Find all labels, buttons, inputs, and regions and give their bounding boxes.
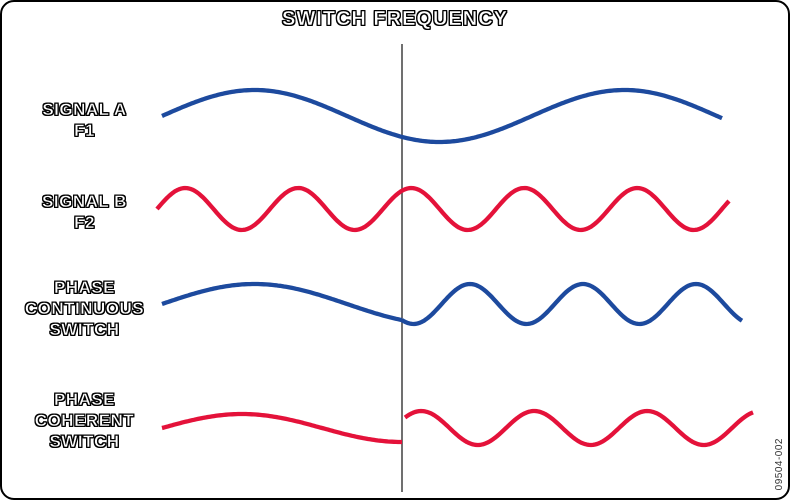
- phase-continuous-switch-curve: [161, 281, 403, 323]
- label-phase-coherent-l3: SWITCH: [49, 432, 120, 452]
- label-phase-coherent-l2: COHERENT: [34, 411, 135, 431]
- label-signal-b: SIGNAL B F2: [2, 191, 167, 233]
- label-phase-coherent-l1: PHASE: [53, 390, 116, 410]
- phase-continuous-switch-curve: [400, 281, 744, 327]
- signal-b-curve: [155, 185, 731, 233]
- label-signal-a-freq: F1: [74, 121, 95, 141]
- signal-a-curve: [161, 87, 723, 145]
- phase-coherent-switch-curve: [403, 408, 754, 448]
- label-phase-continuous: PHASE CONTINUOUS SWITCH: [2, 277, 167, 340]
- label-signal-b-freq: F2: [74, 213, 95, 233]
- label-phase-continuous-l3: SWITCH: [49, 320, 120, 340]
- label-phase-continuous-l1: PHASE: [53, 278, 116, 298]
- label-signal-a: SIGNAL A F1: [2, 99, 167, 141]
- label-phase-coherent: PHASE COHERENT SWITCH: [2, 389, 167, 452]
- figure-id: 09504-002: [774, 437, 785, 490]
- label-phase-continuous-l2: CONTINUOUS: [24, 299, 145, 319]
- phase-coherent-switch-curve: [161, 411, 403, 445]
- label-signal-b-name: SIGNAL B: [42, 192, 127, 212]
- label-signal-a-name: SIGNAL A: [42, 100, 127, 120]
- figure-title: SWITCH FREQUENCY: [282, 8, 508, 31]
